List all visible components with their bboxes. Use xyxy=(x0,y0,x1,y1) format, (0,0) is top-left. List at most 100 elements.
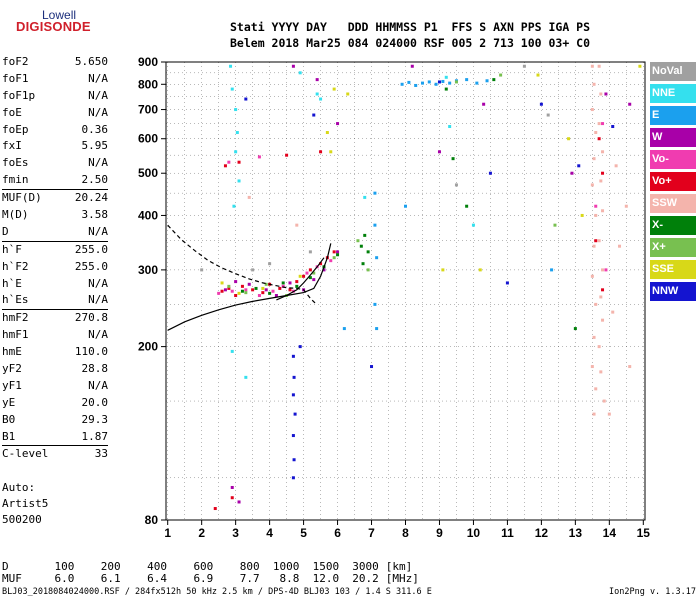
point-w xyxy=(628,102,632,106)
point-x xyxy=(361,262,365,266)
point-e xyxy=(404,204,407,208)
point-ssw xyxy=(594,131,598,135)
param-value: 255.0 xyxy=(74,259,108,273)
d-value: 800 xyxy=(239,560,260,573)
point-sse xyxy=(536,73,540,77)
point-ssw xyxy=(599,92,603,96)
point-w xyxy=(604,92,608,96)
param-row: MUF(D) 20.24 xyxy=(2,189,108,207)
point-x xyxy=(227,284,231,288)
point-sse xyxy=(325,131,329,135)
param-row: foF2 5.650 xyxy=(2,54,108,71)
point-nnw xyxy=(298,345,302,349)
point-x xyxy=(244,291,248,295)
point-sse xyxy=(567,137,571,141)
point-e xyxy=(407,80,411,84)
param-value: N/A xyxy=(88,71,108,85)
x-tick-label: 9 xyxy=(436,526,443,540)
point-ssw xyxy=(590,183,594,187)
point-nne xyxy=(234,108,238,112)
point-noval xyxy=(268,262,272,266)
auto-version: 500200 xyxy=(2,513,42,526)
point-nnw xyxy=(291,354,295,358)
point-nne xyxy=(230,87,234,91)
param-label: yE xyxy=(2,395,16,409)
point-ssw xyxy=(601,318,605,322)
x-tick-label: 14 xyxy=(603,526,617,540)
param-row: h`E N/A xyxy=(2,276,108,293)
param-value: N/A xyxy=(88,224,108,238)
point-w xyxy=(570,171,574,175)
param-value: 255.0 xyxy=(74,242,108,256)
point-w xyxy=(482,102,486,106)
point-vo xyxy=(295,280,299,284)
param-label: fxI xyxy=(2,139,22,153)
point-nnw xyxy=(577,164,581,168)
distance-row: D 100 200 400 600 800 1000 1500 3000 [km] xyxy=(2,560,412,573)
point-ssw xyxy=(594,387,598,391)
point-sse xyxy=(298,274,302,278)
point-vo xyxy=(257,155,261,159)
header-labels: Stati YYYY DAY DDD HHMMSS P1 FFS S AXN P… xyxy=(230,20,591,34)
param-label: h`Es xyxy=(2,293,29,307)
param-row: foEs N/A xyxy=(2,155,108,172)
muf-value: 12.0 xyxy=(312,572,340,585)
point-noval xyxy=(200,268,204,272)
legend-item-vo: Vo- xyxy=(650,150,696,169)
point-x xyxy=(444,87,448,91)
param-row: hmE 110.0 xyxy=(2,344,108,361)
point-x xyxy=(363,233,367,237)
param-row: D N/A xyxy=(2,224,108,241)
point-noval xyxy=(454,183,458,187)
x-tick-label: 3 xyxy=(232,526,239,540)
point-ssw xyxy=(590,108,594,112)
param-value: 28.8 xyxy=(81,362,109,376)
y-tick-label: 800 xyxy=(138,77,158,91)
point-nnw xyxy=(291,434,295,438)
point-vo xyxy=(308,268,312,272)
point-nnw xyxy=(292,458,296,462)
x-tick-label: 5 xyxy=(300,526,307,540)
d-value: 400 xyxy=(147,560,167,573)
point-x xyxy=(308,276,312,280)
point-vo xyxy=(240,284,244,288)
x-tick-label: 4 xyxy=(266,526,273,540)
point-nnw xyxy=(370,365,374,369)
point-ssw xyxy=(592,244,596,248)
param-value: 29.3 xyxy=(81,412,109,426)
param-label: foF2 xyxy=(2,55,29,68)
point-w xyxy=(315,78,319,82)
point-ssw xyxy=(590,64,594,68)
param-label: yF1 xyxy=(2,378,22,392)
point-nnw xyxy=(437,80,441,84)
x-tick-label: 8 xyxy=(402,526,409,540)
point-nnw xyxy=(505,281,509,285)
point-ssw xyxy=(592,412,596,416)
point-ssw xyxy=(590,365,594,369)
param-value: 20.0 xyxy=(81,395,109,409)
param-value: 2.50 xyxy=(81,173,109,187)
param-row: foF1p N/A xyxy=(2,88,108,105)
param-label: foEp xyxy=(2,122,29,136)
param-value: 3.58 xyxy=(81,208,109,222)
point-e xyxy=(373,302,377,306)
point-w xyxy=(237,500,241,504)
point-sse xyxy=(346,92,350,96)
param-row: foEp 0.36 xyxy=(2,122,108,139)
legend-item-vo: Vo+ xyxy=(650,172,696,191)
d-value: 200 xyxy=(100,560,121,573)
point-vo xyxy=(237,160,241,164)
param-value: N/A xyxy=(88,328,108,342)
legend-item-sse: SSE xyxy=(650,260,696,279)
param-label: MUF(D) xyxy=(2,191,42,205)
point-nne xyxy=(315,92,319,96)
point-sse xyxy=(580,213,584,217)
point-ssw xyxy=(624,204,628,208)
y-tick-label: 500 xyxy=(138,166,158,180)
point-sse xyxy=(329,150,333,154)
muf-value: 6.0 xyxy=(54,572,75,585)
x-tick-label: 1 xyxy=(164,526,171,540)
point-vo xyxy=(244,288,248,292)
param-label: yF2 xyxy=(2,362,22,376)
param-value: N/A xyxy=(88,105,108,119)
